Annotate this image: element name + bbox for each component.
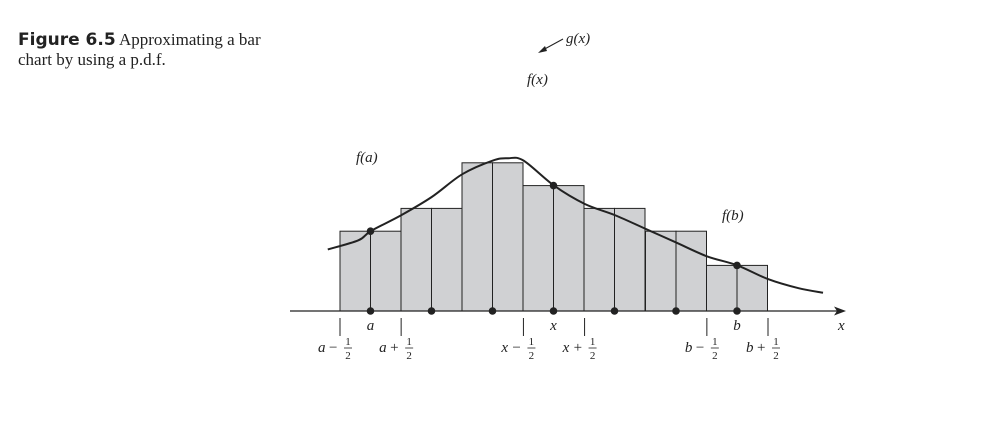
fraction-denominator: 2	[712, 350, 718, 362]
boundary-var: a	[318, 340, 326, 356]
point-label-b: f(b)	[722, 208, 744, 224]
value-point-x	[549, 181, 558, 190]
figure-number: Figure 6.5	[18, 30, 116, 50]
boundary-sign: +	[574, 340, 582, 356]
point-label-x: f(x)	[527, 72, 548, 88]
bar-left-half	[461, 162, 493, 312]
bar-right-half	[492, 162, 524, 312]
value-point-a	[366, 227, 375, 235]
axis-point	[610, 307, 619, 315]
x-tick-label-b: b	[733, 318, 741, 334]
boundary-sign: −	[512, 340, 520, 356]
fraction-denominator: 2	[529, 350, 535, 362]
curve-label: g(x)	[566, 31, 590, 47]
figure-caption: Figure 6.5 Approximating a bar chart by …	[18, 30, 268, 69]
fraction-numerator: 1	[590, 336, 596, 348]
axis-point	[549, 307, 558, 315]
bar-left-half	[645, 230, 677, 312]
bar-left-half	[339, 230, 371, 312]
bar-right-half	[553, 185, 585, 312]
boundary-sign: −	[329, 340, 337, 356]
curve-label-arrowhead	[538, 46, 547, 53]
x-axis-label: x	[837, 318, 845, 334]
boundary-sign: −	[696, 340, 704, 356]
value-point-b	[733, 261, 741, 270]
boundary-var: b	[746, 340, 754, 356]
fraction-numerator: 1	[773, 336, 779, 348]
axis-point	[366, 307, 375, 315]
fraction-numerator: 1	[406, 336, 412, 348]
x-tick-label-x: x	[549, 318, 557, 334]
boundary-var: a	[379, 340, 387, 356]
fraction-numerator: 1	[712, 336, 718, 348]
boundary-sign: +	[390, 340, 398, 356]
fraction-denominator: 2	[773, 350, 779, 362]
fraction-numerator: 1	[529, 336, 535, 348]
x-tick-label-a: a	[367, 318, 375, 334]
fraction-denominator: 2	[590, 350, 596, 362]
bar-left-half	[706, 264, 738, 312]
bar-left-half	[400, 207, 432, 312]
bar-right-half	[675, 230, 707, 312]
bar-right-half	[431, 207, 463, 312]
fraction-denominator: 2	[406, 350, 412, 362]
axis-point	[488, 307, 497, 315]
boundary-sign: +	[757, 340, 765, 356]
figure-caption-text: Approximating a bar chart by using a p.d…	[18, 30, 261, 69]
point-label-a: f(a)	[356, 150, 378, 166]
fraction-denominator: 2	[345, 350, 351, 362]
axis-point	[672, 307, 680, 315]
fraction-numerator: 1	[345, 336, 351, 348]
bar-right-half	[370, 230, 402, 312]
bar-left-half	[522, 185, 554, 312]
axis-point	[733, 307, 741, 315]
boundary-var: x	[500, 340, 508, 356]
axis-point	[427, 307, 436, 315]
boundary-var: b	[685, 340, 693, 356]
x-axis-arrowhead	[834, 306, 846, 316]
bar-left-half	[583, 207, 615, 312]
bar-right-half	[614, 207, 646, 312]
boundary-var: x	[562, 340, 570, 356]
